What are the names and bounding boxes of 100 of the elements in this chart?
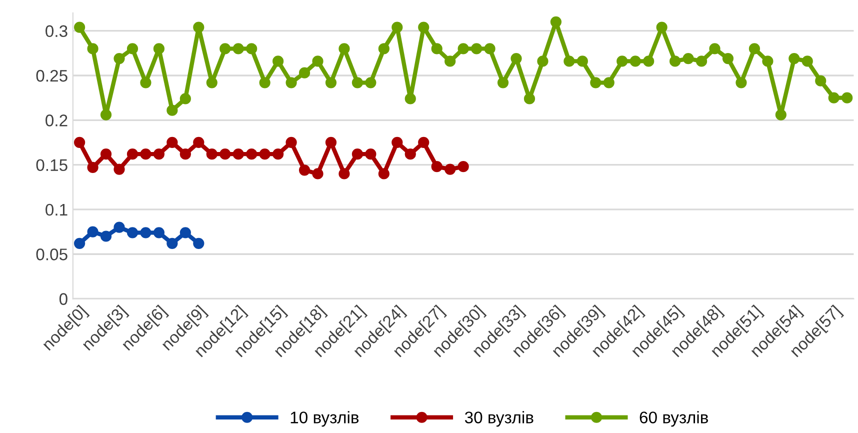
point — [378, 43, 390, 54]
point — [550, 16, 562, 28]
point — [193, 22, 204, 33]
point — [484, 43, 496, 54]
point — [286, 77, 297, 88]
point — [471, 43, 482, 54]
point — [114, 164, 125, 175]
point — [630, 56, 641, 67]
point — [418, 22, 430, 33]
point — [126, 148, 138, 160]
point — [338, 43, 350, 54]
point — [722, 52, 734, 64]
point — [166, 136, 178, 148]
point — [140, 227, 152, 238]
point — [736, 77, 747, 88]
point — [246, 43, 258, 54]
point — [232, 43, 244, 54]
point — [365, 148, 376, 160]
point — [458, 161, 469, 172]
point — [576, 56, 588, 67]
y-tick-label: 0.2 — [46, 114, 68, 126]
point — [74, 238, 86, 249]
point — [206, 77, 218, 88]
y-tick-label: 0.15 — [36, 159, 68, 172]
y-tick-label: 0.05 — [36, 248, 68, 260]
point — [180, 93, 191, 104]
point — [286, 136, 297, 148]
point — [656, 22, 668, 33]
point — [537, 56, 548, 67]
point — [590, 77, 602, 88]
point — [114, 222, 125, 233]
point — [272, 56, 284, 67]
point — [392, 22, 403, 33]
point — [114, 52, 125, 64]
point — [510, 52, 522, 64]
point — [259, 77, 270, 88]
point — [74, 136, 86, 148]
point — [444, 56, 456, 67]
point — [220, 43, 231, 54]
y-tick-label: 0.1 — [46, 204, 68, 216]
point — [392, 136, 403, 148]
point — [842, 92, 853, 104]
point — [312, 56, 324, 67]
point — [100, 148, 112, 160]
point — [193, 136, 204, 148]
point — [828, 92, 840, 104]
point — [153, 43, 165, 54]
point — [378, 168, 390, 180]
point — [431, 161, 442, 172]
point — [431, 43, 442, 54]
point — [246, 148, 258, 160]
point — [682, 52, 694, 64]
y-tick-label: 0 — [59, 293, 68, 305]
point — [126, 43, 138, 54]
point — [298, 67, 310, 78]
point — [352, 148, 364, 160]
point — [616, 56, 628, 67]
point — [524, 93, 536, 104]
point — [338, 168, 350, 180]
point — [166, 104, 178, 116]
point — [603, 77, 614, 88]
point — [180, 148, 191, 160]
legend-label: 30 вузлів — [464, 411, 534, 427]
point — [100, 109, 112, 120]
point — [709, 43, 720, 54]
point — [458, 43, 469, 54]
point — [444, 164, 456, 175]
point — [564, 56, 575, 67]
point — [815, 75, 826, 86]
point — [418, 136, 430, 148]
point — [312, 168, 324, 180]
point — [404, 93, 416, 104]
point — [206, 148, 218, 160]
point — [220, 148, 231, 160]
point — [180, 227, 191, 238]
point — [232, 148, 244, 160]
point — [100, 230, 112, 242]
point — [126, 227, 138, 238]
point — [788, 52, 800, 64]
point — [140, 77, 152, 88]
point — [748, 43, 760, 54]
point — [325, 77, 337, 88]
point — [670, 56, 681, 67]
point — [762, 56, 774, 67]
point — [696, 56, 708, 67]
point — [775, 109, 786, 120]
legend-label: 60 вузлів — [640, 411, 708, 427]
legend-label: 10 вузлів — [290, 411, 359, 427]
y-tick-label: 0.3 — [46, 25, 68, 38]
point — [74, 22, 86, 33]
point — [153, 148, 165, 160]
point — [272, 148, 284, 160]
point — [87, 226, 98, 238]
point — [87, 43, 98, 54]
point — [643, 56, 654, 67]
y-tick-label: 0.25 — [36, 70, 68, 82]
point — [802, 56, 813, 67]
point — [298, 164, 310, 176]
point — [497, 77, 509, 88]
point — [153, 227, 165, 238]
